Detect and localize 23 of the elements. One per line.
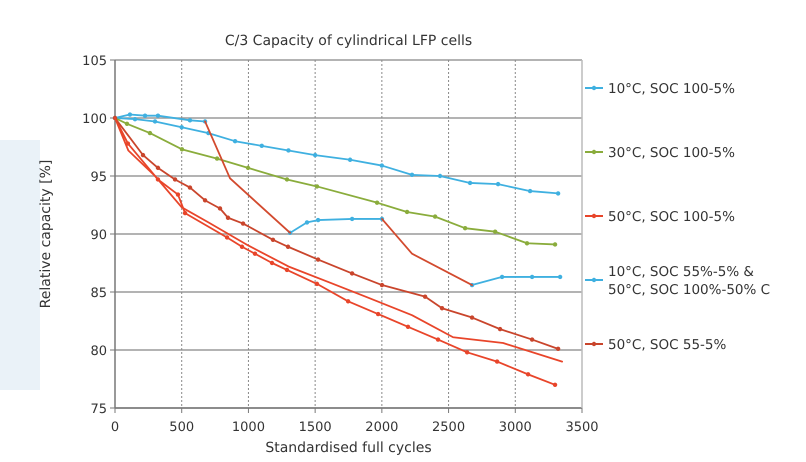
x-tick-label: 500 (169, 420, 194, 435)
legend-label: 10°C, SOC 100-5% (608, 81, 736, 97)
chart-title: C/3 Capacity of cylindrical LFP cells (224, 33, 472, 49)
y-tick-label: 95 (90, 170, 107, 185)
y-tick-label: 100 (82, 112, 107, 127)
x-axis-title: Standardised full cycles (265, 440, 432, 456)
y-tick-label: 90 (90, 228, 107, 243)
x-tick-label: 1500 (298, 420, 332, 435)
legend-label: 10°C, SOC 55%-5% & 50°C, SOC 100%-50% C (608, 264, 770, 298)
x-tick-label: 0 (110, 420, 120, 435)
legend-label: 50°C, SOC 100-5% (608, 209, 736, 225)
legend-label: 30°C, SOC 100-5% (608, 145, 736, 161)
y-tick-label: 75 (90, 402, 107, 417)
y-tick-label: 80 (90, 344, 107, 359)
y-axis-title: Relative capacity [%] (38, 160, 54, 308)
y-tick-label: 105 (82, 54, 107, 69)
x-tick-label: 1000 (232, 420, 265, 435)
x-tick-label: 2000 (365, 420, 398, 435)
x-tick-label: 2500 (432, 420, 466, 435)
x-tick-label: 3500 (565, 420, 599, 435)
y-tick-label: 85 (90, 286, 107, 301)
legend-label: 50°C, SOC 55-5% (608, 337, 726, 353)
x-tick-label: 3000 (498, 420, 532, 435)
